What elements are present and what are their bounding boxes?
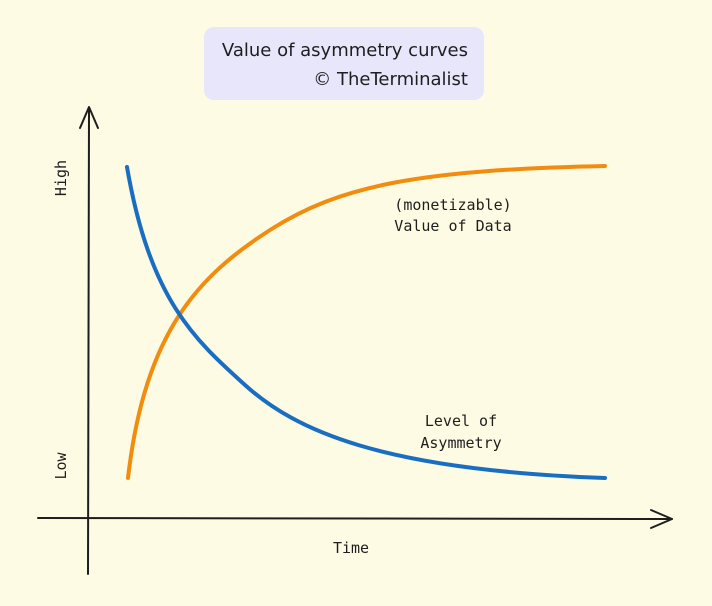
- asymmetry-curve-label-line1: Level of: [425, 412, 497, 430]
- diagram-title: Value of asymmetry curves: [221, 40, 468, 61]
- asymmetry-curve-label-line2: Asymmetry: [420, 434, 501, 452]
- x-axis-label: Time: [333, 539, 369, 557]
- y-axis-high-label: High: [52, 160, 70, 196]
- x-axis-arrowhead: [650, 509, 673, 529]
- title-box: Value of asymmetry curves © TheTerminali…: [204, 27, 484, 100]
- value-curve-label-line1: (monetizable): [394, 196, 511, 214]
- value-curve-label-line2: Value of Data: [394, 217, 511, 235]
- y-axis-low-label: Low: [52, 451, 70, 479]
- value-of-data-curve: [126, 164, 607, 480]
- y-axis-arrowhead: [79, 106, 99, 129]
- y-axis: [87, 107, 90, 575]
- asymmetry-curve: [125, 165, 607, 480]
- copyright-line: © TheTerminalist: [313, 69, 468, 90]
- x-axis: [37, 517, 673, 520]
